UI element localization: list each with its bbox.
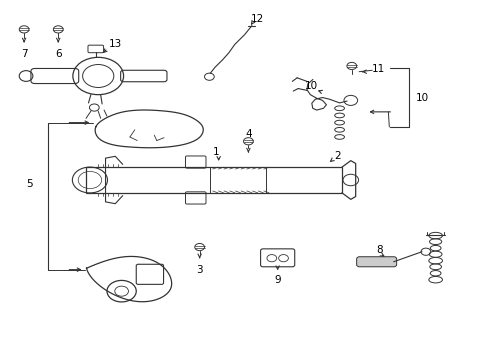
Text: 10: 10 (415, 93, 428, 103)
Text: 10: 10 (305, 81, 318, 91)
Text: 1: 1 (212, 147, 219, 157)
Text: 11: 11 (371, 64, 385, 74)
Text: 9: 9 (274, 275, 281, 285)
Text: 5: 5 (26, 179, 33, 189)
Text: 7: 7 (21, 49, 27, 59)
Text: 12: 12 (250, 14, 264, 24)
Text: 8: 8 (376, 245, 383, 255)
FancyBboxPatch shape (356, 257, 396, 267)
Text: 13: 13 (108, 40, 122, 49)
Text: 3: 3 (196, 265, 203, 275)
Text: 6: 6 (55, 49, 61, 59)
Text: 2: 2 (333, 150, 340, 161)
Text: 4: 4 (244, 129, 251, 139)
